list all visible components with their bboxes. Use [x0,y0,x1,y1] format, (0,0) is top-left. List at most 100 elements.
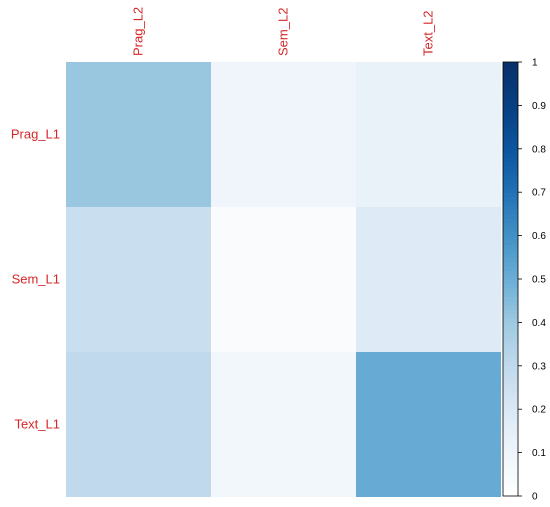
colorbar-segment [503,283,518,289]
colorbar-segment [503,391,518,397]
colorbar-segment [503,153,518,159]
colorbar-segment [503,109,518,115]
colorbar-segment [503,335,518,341]
colorbar-segment [503,226,518,232]
heatmap-cell-Text_L1-Prag_L2 [66,352,211,497]
colorbar-segment [503,383,518,389]
colorbar-segment [503,413,518,419]
colorbar-segment [503,409,518,415]
colorbar-segment [503,274,518,280]
colorbar-segment [503,244,518,250]
colorbar-segment [503,239,518,245]
colorbar-segment [503,370,518,376]
colorbar: 0 0.1 0.2 0.3 0.4 0.5 0.6 0.7 0.8 0.9 1 [502,58,546,503]
colorbar-segment [503,296,518,302]
colorbar-segment [503,170,518,176]
x-label-Sem_L2: Sem_L2 [276,8,291,56]
colorbar-segment [503,322,518,328]
colorbar-segment [503,387,518,393]
colorbar-segment [503,400,518,406]
y-label-Prag_L1: Prag_L1 [11,127,60,142]
colorbar-segment [503,348,518,354]
colorbar-segment [503,279,518,284]
colorbar-tick-label: 0.3 [532,361,546,372]
colorbar-segment [503,79,518,85]
colorbar-tick-label: 0.6 [532,231,546,242]
y-label-Sem_L1: Sem_L1 [12,272,60,287]
colorbar-segment [503,88,518,93]
colorbar-tick-label: 0.2 [532,405,546,416]
heatmap-cell-Text_L1-Text_L2 [356,352,501,497]
colorbar-segment [503,287,518,293]
colorbar-segment [503,101,518,106]
colorbar-tick-label: 0.9 [532,101,546,112]
colorbar-segment [503,92,518,98]
heatmap-cell-Prag_L1-Sem_L2 [211,62,356,207]
colorbar-segment [503,96,518,102]
colorbar-segment [503,305,518,310]
y-axis-labels: Prag_L1 Sem_L1 Text_L1 [11,127,60,432]
colorbar-tick-label: 0.7 [532,188,546,199]
colorbar-segment [503,339,518,345]
colorbar-segment [503,482,518,488]
colorbar-tick-label: 0.1 [532,448,546,459]
colorbar-tick-label: 0 [532,492,538,503]
colorbar-segment [503,148,518,154]
colorbar-segment [503,404,518,410]
heatmap-cell-Sem_L1-Text_L2 [356,207,501,352]
colorbar-segment [503,261,518,267]
x-label-Text_L2: Text_L2 [421,10,436,56]
colorbar-segment [503,361,518,367]
colorbar-segment [503,213,518,219]
colorbar-segment [503,465,518,471]
colorbar-segment [503,344,518,350]
colorbar-segment [503,417,518,423]
colorbar-segment [503,179,518,185]
colorbar-segment [503,131,518,137]
colorbar-segment [503,313,518,319]
colorbar-segment [503,231,518,237]
colorbar-segment [503,144,518,150]
colorbar-segment [503,430,518,436]
colorbar-segment [503,127,518,133]
colorbar-segment [503,174,518,180]
colorbar-segment [503,461,518,467]
colorbar-segment [503,235,518,241]
colorbar-segment [503,426,518,432]
colorbar-segment [503,218,518,224]
colorbar-segment [503,75,518,80]
colorbar-segment [503,157,518,163]
heatmap-cell-Sem_L1-Sem_L2 [211,207,356,352]
colorbar-segment [503,326,518,332]
colorbar-segment [503,118,518,124]
colorbar-segment [503,192,518,198]
x-axis-labels: Prag_L2 Sem_L2 Text_L2 [131,7,436,56]
colorbar-segment [503,83,518,89]
colorbar-segment [503,352,518,358]
heatmap-cell-Prag_L1-Prag_L2 [66,62,211,207]
colorbar-segment [503,265,518,271]
colorbar-segment [503,435,518,441]
colorbar-segment [503,66,518,72]
colorbar-tick-label: 1 [532,58,538,69]
colorbar-segment [503,300,518,306]
colorbar-segment [503,122,518,128]
colorbar-segment [503,62,518,67]
colorbar-segment [503,309,518,315]
colorbar-tick-label: 0.4 [532,318,546,329]
colorbar-segment [503,469,518,475]
heatmap-cell-Text_L1-Sem_L2 [211,352,356,497]
colorbar-segment [503,70,518,76]
colorbar-segment [503,257,518,263]
colorbar-segment [503,478,518,484]
colorbar-tick-label: 0.5 [532,275,546,286]
colorbar-segment [503,474,518,480]
colorbar-segment [503,166,518,172]
heatmap-cells [66,62,501,497]
colorbar-segment [503,456,518,462]
colorbar-segment [503,270,518,276]
colorbar-segment [503,105,518,111]
colorbar-segment [503,487,518,493]
colorbar-segment [503,135,518,141]
